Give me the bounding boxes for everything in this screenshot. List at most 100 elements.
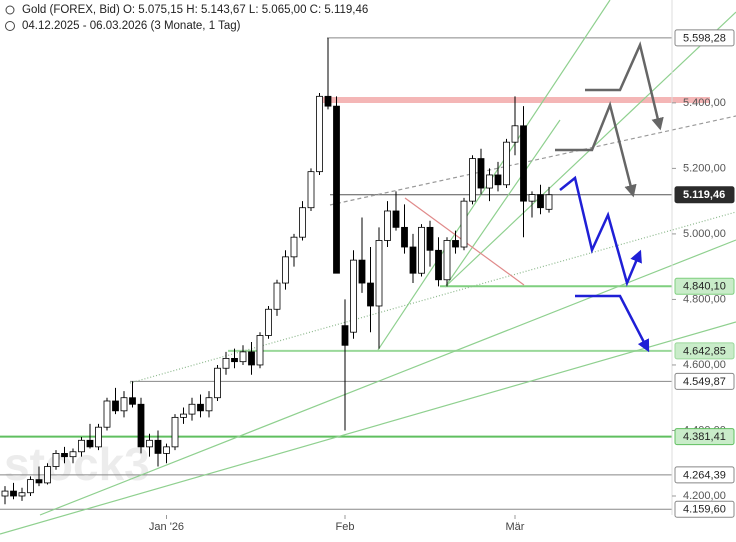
level-label: 4.381,41	[683, 431, 726, 443]
trend-line	[39, 239, 736, 516]
level-box	[674, 372, 735, 390]
candle-body	[137, 403, 145, 448]
candle-body	[171, 416, 179, 448]
level-label: 4.642,85	[683, 345, 726, 357]
candle-body	[477, 158, 485, 189]
chart-title: Gold (FOREX, Bid) O: 5.075,15 H: 5.143,6…	[22, 4, 368, 16]
candle-body	[78, 439, 85, 453]
candle-body	[154, 439, 162, 454]
candle-body	[129, 397, 136, 405]
candle-body	[307, 171, 315, 209]
candle-body	[214, 367, 221, 399]
candle-body	[341, 325, 349, 346]
candle-body	[27, 479, 34, 494]
candle-body	[392, 210, 400, 228]
x-tick-label: Jan '26	[149, 521, 184, 533]
watermark: stock3	[4, 438, 150, 490]
candle-body	[486, 174, 493, 189]
candle-body	[290, 236, 298, 258]
candles	[1, 38, 553, 505]
candle-body	[426, 226, 434, 251]
candle-body	[452, 240, 459, 248]
y-tick-label: 5.200,00	[683, 162, 726, 174]
scenario-arrow	[555, 100, 637, 198]
y-tick-label: 5.000,00	[683, 228, 726, 240]
candle-body	[239, 351, 247, 363]
level-label: 4.549,87	[683, 376, 726, 388]
candle-body	[35, 479, 43, 484]
candle-body	[545, 194, 553, 210]
scenario-arrow	[559, 175, 642, 287]
candle-body	[44, 466, 51, 484]
x-tick-label: Mär	[506, 521, 525, 533]
candle-body	[18, 492, 26, 497]
candle-body	[163, 446, 170, 454]
candle-body	[273, 282, 281, 310]
candle-body	[205, 397, 213, 412]
candle-body	[333, 105, 340, 274]
candle-body	[520, 125, 527, 202]
candle-body	[537, 194, 544, 209]
level-label: 4.264,39	[683, 469, 726, 481]
candle-body	[409, 246, 417, 274]
scenario-arrow	[575, 294, 650, 353]
candle-body	[401, 226, 408, 248]
icon	[5, 5, 15, 15]
trend-line	[329, 115, 736, 206]
candle-body	[282, 256, 289, 284]
candle-body	[316, 95, 323, 173]
level-labels: 5.598,28 5.119,46 4.840,10 4.642,85 4.549,87…	[674, 29, 735, 518]
level-box	[674, 277, 735, 295]
candle-body	[443, 240, 451, 281]
candle-body	[95, 426, 102, 448]
candle-body	[418, 226, 425, 274]
scenario-arrow	[585, 41, 664, 131]
candle-body	[528, 194, 536, 202]
scenario-arrows	[555, 41, 664, 353]
level-box	[674, 186, 735, 204]
candle-body	[494, 174, 502, 186]
level-box	[674, 29, 735, 47]
candle-body	[61, 453, 68, 458]
candle-body	[435, 249, 442, 281]
candle-body	[256, 335, 264, 366]
candle-body	[180, 413, 187, 418]
candle-body	[350, 259, 357, 333]
candle-body	[103, 400, 111, 428]
y-tick-label: 4.600,00	[683, 359, 726, 371]
candle-body	[384, 210, 391, 241]
candle-body	[469, 158, 476, 202]
candle-body	[375, 240, 383, 307]
level-label: 4.840,10	[683, 281, 726, 293]
y-tick-label: 4.200,00	[683, 490, 726, 502]
candle-body	[265, 308, 272, 336]
level-box	[674, 342, 735, 360]
candle-body	[197, 403, 204, 412]
levels	[0, 37, 672, 510]
x-tick-label: Feb	[336, 521, 355, 533]
candle-body	[299, 207, 306, 238]
candle-body	[10, 490, 17, 497]
trend-line	[444, 119, 561, 288]
candle-body	[460, 200, 468, 248]
level-box	[674, 466, 735, 484]
trend-line	[0, 321, 736, 535]
x-axis: Jan '26 Feb Mär	[149, 515, 525, 533]
candle-body	[188, 403, 196, 415]
candle-body	[367, 282, 374, 307]
candle-body	[231, 358, 238, 363]
candle-body	[1, 490, 9, 497]
resistance-band	[318, 97, 710, 103]
candle-body	[86, 439, 94, 448]
candle-body	[358, 259, 366, 284]
trend-line	[377, 0, 611, 351]
level-label: 4.159,60	[683, 504, 726, 516]
candle-body	[324, 95, 332, 107]
candle-body	[146, 439, 153, 448]
candle-body	[222, 358, 230, 369]
candle-body	[52, 453, 60, 467]
clock-icon	[5, 21, 15, 31]
y-tick-label: 4.800,00	[683, 293, 726, 305]
